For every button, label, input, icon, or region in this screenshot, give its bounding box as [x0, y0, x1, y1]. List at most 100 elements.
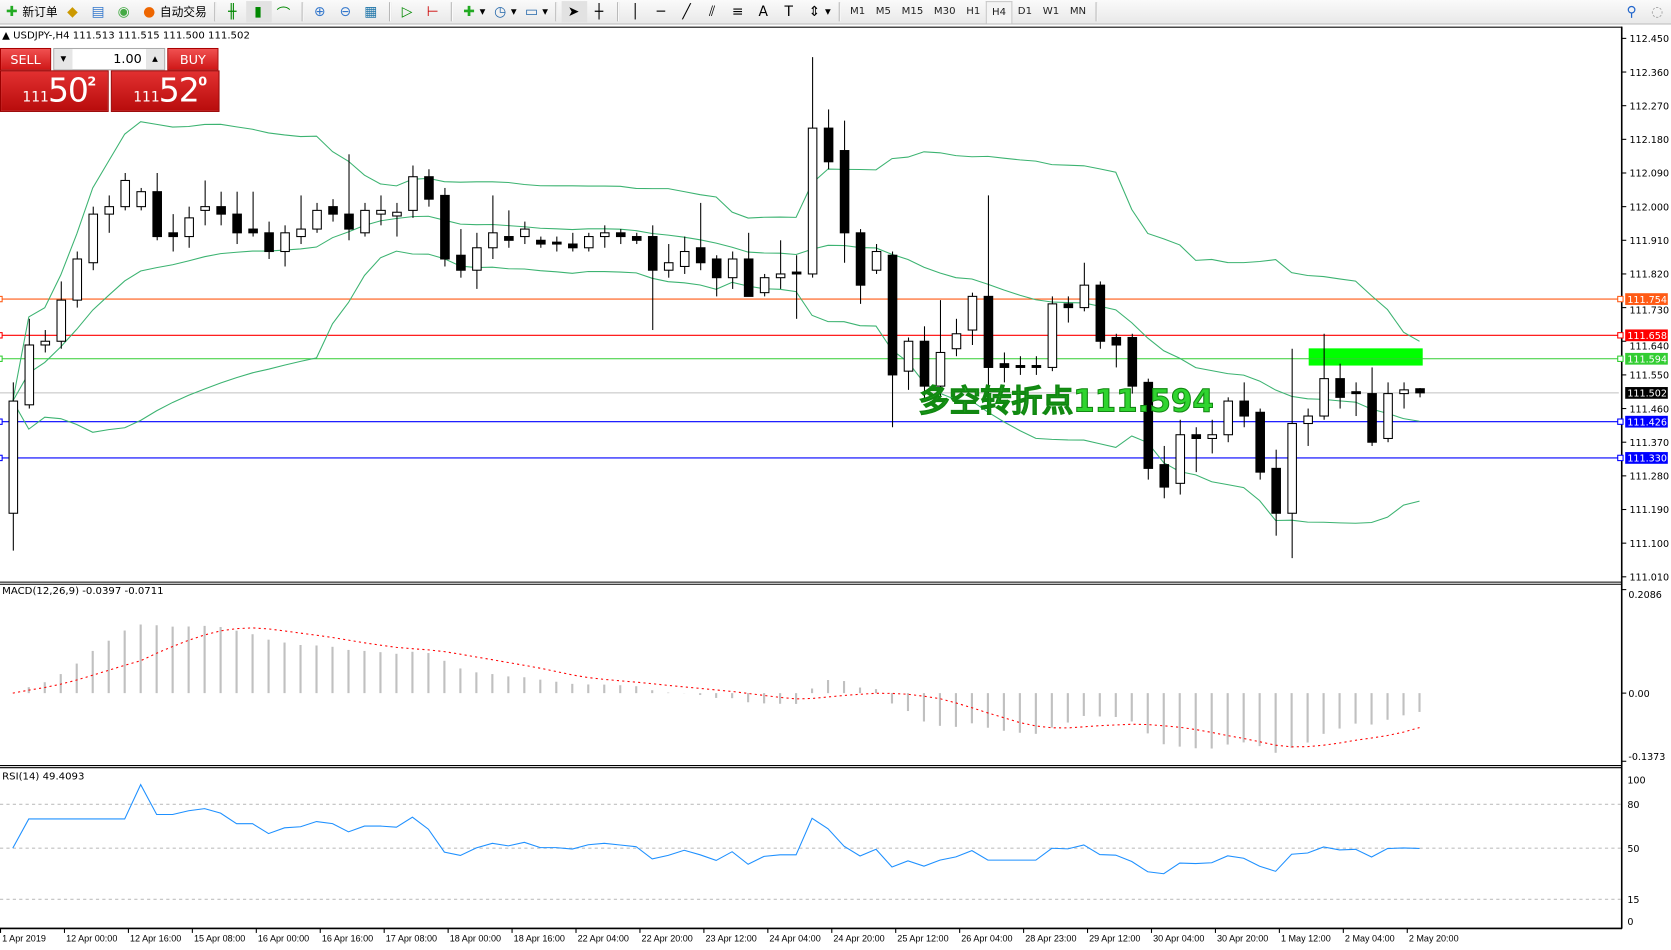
- candle-bull: [759, 277, 770, 294]
- new-order-button[interactable]: ✚ 新订单: [0, 1, 61, 22]
- search-button[interactable]: ⚲: [1620, 1, 1646, 22]
- candle-bear: [536, 239, 546, 245]
- rsi-tick-label: 50: [1627, 844, 1639, 855]
- candle-bear: [1351, 391, 1361, 395]
- trendline-icon: ╱: [682, 3, 691, 20]
- time-tick-label: 17 Apr 08:00: [386, 933, 437, 943]
- timeframe-h1[interactable]: H1: [966, 4, 981, 17]
- candle-bear: [1015, 365, 1026, 368]
- cursor-icon: ➤: [567, 3, 580, 20]
- periods-button[interactable]: ◷ ▼: [489, 1, 520, 22]
- fibonacci-button[interactable]: ⫽: [700, 1, 726, 22]
- price-tick-label: 111.280: [1629, 472, 1669, 483]
- price-tick-label: 112.360: [1629, 68, 1669, 79]
- time-tick-label: 22 Apr 20:00: [642, 933, 693, 943]
- dropdown-arrow-icon: ▼: [510, 7, 517, 16]
- candle-bull: [951, 333, 962, 350]
- line-chart-button[interactable]: ⌒: [272, 1, 298, 22]
- time-tick-label: 18 Apr 16:00: [514, 933, 565, 943]
- auto-scroll-button[interactable]: ▷: [395, 1, 421, 22]
- horizontal-line-button[interactable]: ─: [649, 1, 675, 22]
- time-tick-label: 25 Apr 12:00: [897, 933, 948, 943]
- timeframe-d1[interactable]: D1: [1017, 4, 1033, 17]
- auto-trading-label: 自动交易: [159, 5, 207, 20]
- candle-bear: [1367, 393, 1377, 443]
- vertical-line-button[interactable]: │: [624, 1, 650, 22]
- price-line-label: 111.594: [1627, 355, 1667, 366]
- lots-stepper[interactable]: ▼ 1.00 ▲: [53, 47, 166, 71]
- bar-chart-button[interactable]: ╫: [221, 1, 247, 22]
- zoom-out-button[interactable]: ⊖: [334, 1, 360, 22]
- crosshair-button[interactable]: ┼: [587, 1, 613, 22]
- timeframe-m30[interactable]: M30: [933, 4, 956, 17]
- candle-bear: [695, 247, 706, 264]
- zoom-out-icon: ⊖: [339, 3, 352, 20]
- navigator-button[interactable]: ◉: [112, 1, 138, 22]
- text-button[interactable]: A: [752, 1, 778, 22]
- zoom-in-button[interactable]: ⊕: [308, 1, 334, 22]
- rsi-tick-label: 100: [1627, 776, 1645, 787]
- sell-button[interactable]: SELL: [0, 47, 52, 71]
- lots-input[interactable]: 1.00: [113, 51, 142, 67]
- lots-increase-icon[interactable]: ▲: [146, 49, 165, 70]
- timeframe-mn[interactable]: MN: [1069, 4, 1087, 17]
- price-tick-label: 111.370: [1629, 438, 1669, 449]
- market-watch-button[interactable]: ◆: [61, 1, 87, 22]
- timeframe-h4[interactable]: H4: [985, 0, 1013, 23]
- price-line-label: 111.754: [1627, 295, 1667, 306]
- cursor-button[interactable]: ➤: [561, 1, 588, 23]
- rsi-title: RSI(14) 49.4093: [2, 770, 85, 783]
- sell-price[interactable]: 111 50 2: [0, 70, 109, 112]
- indicators-button[interactable]: ✚ ▼: [457, 1, 488, 22]
- auto-trading-icon: ●: [143, 3, 156, 20]
- trendline-button[interactable]: ╱: [675, 1, 701, 22]
- candle-bull: [679, 250, 690, 268]
- fibo-retracement-button[interactable]: ≡: [726, 1, 752, 22]
- candle-bear: [504, 236, 514, 241]
- templates-button[interactable]: ▭ ▼: [520, 1, 551, 22]
- text-icon: A: [758, 3, 768, 20]
- auto-trading-button[interactable]: ● 自动交易: [137, 1, 209, 22]
- tile-windows-button[interactable]: ▦: [359, 1, 385, 22]
- chat-button[interactable]: ◌: [1645, 1, 1671, 22]
- candlestick-button[interactable]: ▮: [246, 1, 272, 23]
- rsi-tick-label: 15: [1627, 895, 1639, 906]
- timeframe-m5[interactable]: M5: [875, 4, 891, 17]
- text-label-button[interactable]: T: [777, 1, 803, 22]
- timeframe-bar: M1 M5 M15 M30 H1 H4 D1 W1 MN: [845, 0, 1092, 23]
- rsi-line: [12, 783, 1420, 875]
- candle-bear: [264, 232, 274, 253]
- timeframe-m15[interactable]: M15: [901, 4, 924, 17]
- chart-shift-button[interactable]: ⊢: [421, 1, 447, 22]
- pivot-annotation[interactable]: 多空转折点111.594: [918, 382, 1214, 420]
- candle-bear: [855, 232, 866, 286]
- candle-bear: [568, 243, 578, 249]
- timeframe-m1[interactable]: M1: [849, 4, 866, 17]
- lots-decrease-icon[interactable]: ▼: [54, 49, 73, 70]
- candle-bull: [488, 232, 498, 249]
- text-label-icon: T: [784, 3, 794, 20]
- line-handle: [0, 454, 3, 462]
- candle-bull: [40, 340, 51, 346]
- candle-bull: [472, 247, 482, 271]
- buy-button[interactable]: BUY: [167, 47, 219, 71]
- horizontal-line-icon: ─: [656, 3, 666, 20]
- buy-price[interactable]: 111 52 0: [110, 70, 220, 112]
- price-line-label-bg: [1625, 293, 1668, 305]
- symbol-quote: USDJPY-,H4 111.513 111.515 111.500 111.5…: [13, 29, 250, 42]
- price-tick-label: 112.000: [1629, 202, 1669, 213]
- candle-bear: [1095, 284, 1106, 342]
- rsi-tick-label: 80: [1627, 800, 1639, 811]
- dropdown-arrow-icon: ▼: [479, 7, 486, 16]
- templates-icon: ▭: [524, 3, 539, 20]
- candle-bull: [1383, 393, 1393, 440]
- candle-bull: [104, 206, 115, 215]
- crosshair-icon: ┼: [594, 3, 604, 20]
- data-window-button[interactable]: ▤: [86, 1, 112, 22]
- timeframe-w1[interactable]: W1: [1042, 4, 1060, 17]
- time-tick-label: 2 May 04:00: [1345, 933, 1395, 943]
- candle-bull: [775, 273, 786, 279]
- arrows-button[interactable]: ⇕ ▼: [803, 1, 834, 22]
